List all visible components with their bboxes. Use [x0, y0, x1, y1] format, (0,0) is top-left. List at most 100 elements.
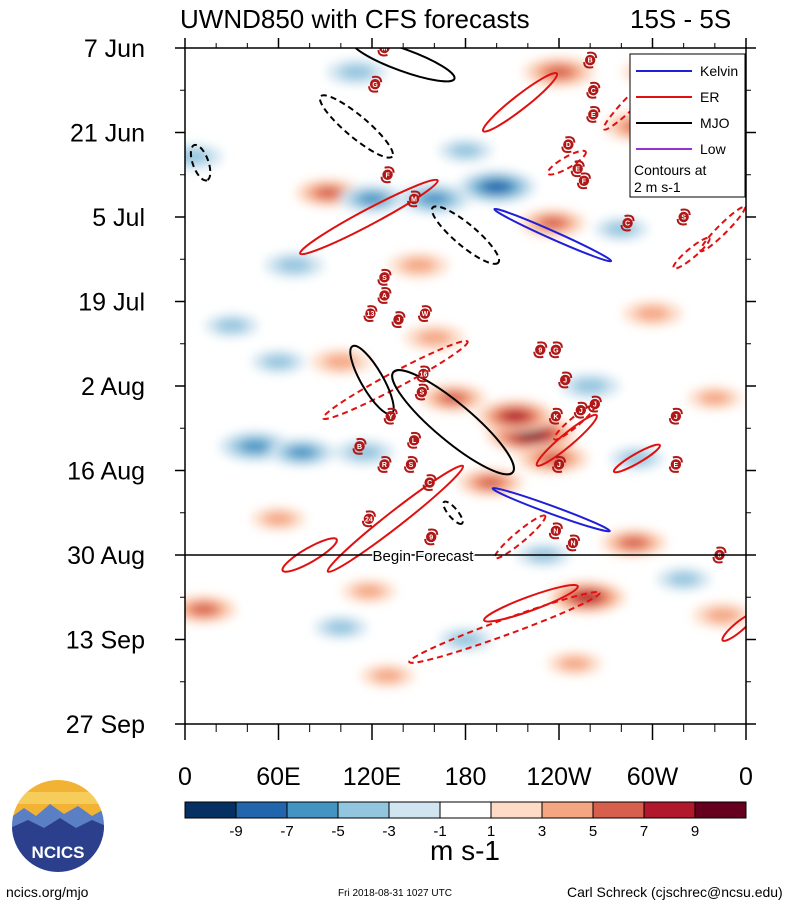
storm-icon: [712, 546, 727, 564]
chart-title: UWND850 with CFS forecasts: [180, 4, 530, 34]
storm-marker: J: [558, 371, 573, 389]
anomaly-patch: [288, 446, 316, 459]
contour-er: [493, 514, 547, 560]
storm-label: 13: [367, 311, 375, 318]
begin-forecast-marker: Begin Forecast: [185, 547, 746, 567]
storm-marker: G: [368, 75, 383, 93]
storm-marker: C: [620, 214, 635, 232]
storm-icon: [422, 474, 437, 492]
colorbar-swatch: [235, 801, 288, 819]
contour-layer: [189, 48, 746, 664]
y-tick-label: 27 Sep: [66, 711, 145, 739]
anomaly-patch: [544, 65, 574, 79]
anomaly-patch: [419, 192, 450, 206]
colorbar-unit-label: m s-1: [430, 835, 500, 866]
storm-label: A: [382, 293, 387, 300]
colorbar-swatch: [490, 801, 543, 819]
storm-icon: [587, 395, 602, 413]
anomaly-patch: [476, 476, 505, 489]
anomaly-patch: [216, 318, 248, 333]
y-tick-label: 7 Jun: [84, 35, 145, 63]
storm-disc: [563, 139, 574, 150]
anomaly-patch: [620, 536, 648, 549]
legend-note: Contours at: [634, 162, 706, 178]
anomaly-patch: [417, 330, 452, 346]
storm-label: D: [566, 142, 571, 149]
anomaly-patch: [277, 257, 312, 273]
anomaly-patch: [450, 632, 481, 647]
storm-label: F: [385, 172, 390, 179]
footer-url: ncics.org/mjo: [6, 884, 89, 900]
storm-icon: [586, 81, 601, 99]
storm-icon: [566, 534, 581, 552]
storm-icon: [573, 401, 588, 419]
storm-disc: [678, 211, 689, 223]
anomaly-patch: [559, 656, 591, 671]
colorbar-swatch: [439, 801, 492, 819]
anomaly-patch: [635, 306, 670, 321]
contour-er: [721, 612, 746, 642]
storm-label: N: [553, 528, 558, 535]
colorbar-swatch: [388, 801, 441, 819]
storm-icon: [363, 305, 378, 323]
storm-disc: [379, 272, 390, 283]
storm-disc: [365, 308, 376, 319]
storm-disc: [418, 368, 429, 380]
storm-disc: [588, 85, 599, 96]
storm-disc: [622, 217, 633, 229]
storm-label: W: [422, 311, 429, 318]
storm-icon: [668, 456, 683, 473]
storm-label: E: [674, 462, 679, 469]
storm-label: C: [591, 88, 596, 95]
colorbar-swatch: [643, 801, 696, 819]
storm-marker: N: [548, 522, 563, 540]
storm-disc: [408, 435, 420, 446]
colorbar-tick-label: 1: [487, 823, 495, 840]
y-tick-label: 2 Aug: [81, 373, 145, 401]
anomaly-patch: [339, 64, 374, 80]
storm-disc: [572, 163, 583, 174]
y-tick-label: 16 Aug: [67, 458, 145, 486]
colorbar-swatch: [337, 801, 390, 819]
legend-label-kelvin: Kelvin: [700, 63, 738, 79]
anomaly-patch: [358, 192, 386, 205]
anomaly-patch: [401, 257, 436, 273]
contour-er: [298, 178, 439, 256]
anomaly-patch: [621, 451, 653, 466]
storm-marker: J: [668, 407, 683, 425]
y-tick-label: 19 Jul: [78, 289, 145, 317]
storm-label: J: [563, 378, 567, 385]
contour-kelvin: [493, 207, 613, 263]
storm-label: K: [553, 414, 558, 421]
footer-timestamp: Fri 2018-08-31 1027 UTC: [338, 888, 452, 899]
colorbar-tick-label: 7: [640, 823, 648, 840]
storm-icon: [533, 341, 548, 359]
contour-er: [408, 591, 601, 664]
storm-icon: [416, 365, 431, 383]
storm-label: S: [382, 275, 387, 282]
storm-disc: [379, 459, 390, 470]
storm-marker: G: [548, 341, 563, 359]
storm-label: Y: [388, 414, 393, 421]
storm-marker: 9: [533, 341, 548, 359]
storm-icon: [414, 383, 429, 401]
storm-icon: [586, 105, 601, 123]
storm-icon: [368, 75, 383, 93]
storm-disc: [363, 513, 375, 524]
storm-label: F: [582, 178, 587, 185]
storm-disc: [567, 537, 579, 549]
storm-marker: B: [352, 437, 367, 455]
colorbar-tick-label: 9: [691, 823, 699, 840]
storm-disc: [553, 459, 565, 470]
storm-disc: [426, 531, 437, 543]
storm-disc: [584, 54, 596, 66]
storm-marker: A: [377, 287, 392, 304]
colorbar-swatch: [184, 801, 237, 819]
storm-disc: [385, 410, 396, 422]
storm-marker: S: [377, 268, 392, 286]
storm-icon: [424, 528, 439, 546]
storm-label: J: [557, 462, 561, 469]
region-label: 15S - 5S: [630, 4, 732, 34]
storm-disc: [369, 79, 381, 90]
colorbar-swatch: [694, 801, 747, 819]
